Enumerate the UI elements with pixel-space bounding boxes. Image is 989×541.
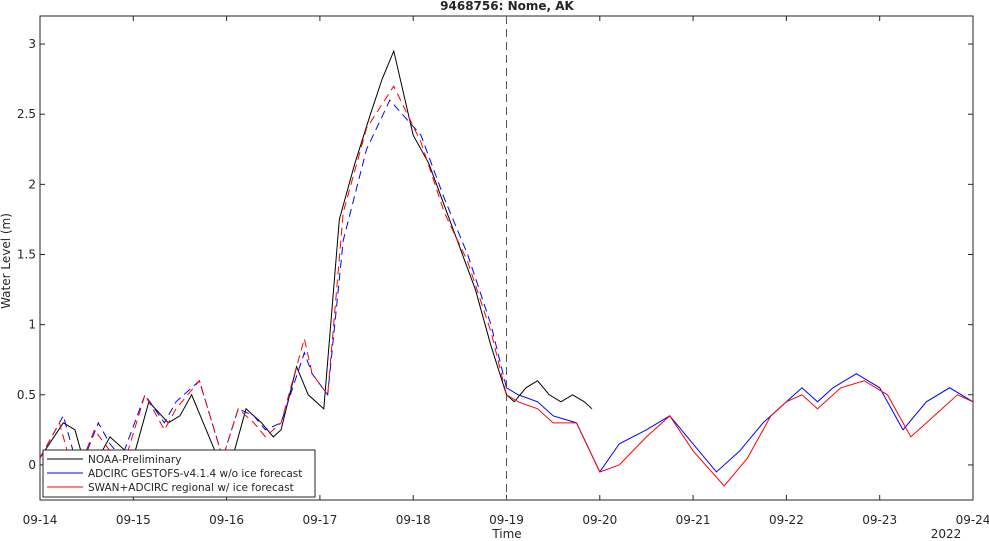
x-axis-year-label: 2022 bbox=[931, 527, 962, 541]
y-tick-label: 0 bbox=[28, 458, 36, 472]
x-tick-label: 09-14 bbox=[23, 513, 58, 527]
legend-label-swan: SWAN+ADCIRC regional w/ ice forecast bbox=[88, 482, 294, 494]
y-tick-label: 0.5 bbox=[17, 388, 36, 402]
x-tick-label: 09-21 bbox=[676, 513, 711, 527]
x-tick-label: 09-16 bbox=[209, 513, 244, 527]
legend: NOAA-Preliminary ADCIRC GESTOFS-v4.1.4 w… bbox=[42, 449, 316, 498]
axis-ticks: 09-14 09-15 09-16 09-17 09-18 09-19 09-20 09-21… bbox=[17, 16, 989, 527]
x-axis-label: Time bbox=[491, 527, 521, 541]
series-line-noaa-preliminary bbox=[39, 49, 593, 488]
x-tick-label: 09-23 bbox=[862, 513, 897, 527]
x-tick-label: 09-24 bbox=[956, 513, 989, 527]
y-tick-label: 1.5 bbox=[17, 247, 36, 261]
series-line-adcirc-gestofs-v4-1-4-w-o-ice-forecast-forecast bbox=[506, 373, 974, 473]
legend-box bbox=[42, 449, 316, 498]
x-tick-label: 09-15 bbox=[116, 513, 151, 527]
series-line-swan-adcirc-regional-w-ice-forecast-hindcast bbox=[39, 85, 507, 481]
x-tick-label: 09-19 bbox=[489, 513, 524, 527]
series-line-swan-adcirc-regional-w-ice-forecast-forecast bbox=[506, 380, 974, 487]
y-tick-label: 3 bbox=[28, 37, 36, 51]
y-tick-label: 2 bbox=[28, 177, 36, 191]
x-tick-label: 09-18 bbox=[396, 513, 431, 527]
y-tick-label: 2.5 bbox=[17, 107, 36, 121]
series-layer bbox=[39, 49, 974, 488]
legend-label-noaa: NOAA-Preliminary bbox=[88, 454, 181, 466]
chart-title: 9468756: Nome, AK bbox=[440, 0, 574, 13]
series-line-adcirc-gestofs-v4-1-4-w-o-ice-forecast-hindcast bbox=[39, 99, 507, 474]
legend-label-adcirc: ADCIRC GESTOFS-v4.1.4 w/o ice forecast bbox=[88, 468, 302, 480]
x-tick-label: 09-17 bbox=[302, 513, 337, 527]
x-tick-label: 09-20 bbox=[582, 513, 617, 527]
y-axis-label: Water Level (m) bbox=[0, 213, 13, 309]
x-tick-label: 09-22 bbox=[769, 513, 804, 527]
y-tick-label: 1 bbox=[28, 318, 36, 332]
